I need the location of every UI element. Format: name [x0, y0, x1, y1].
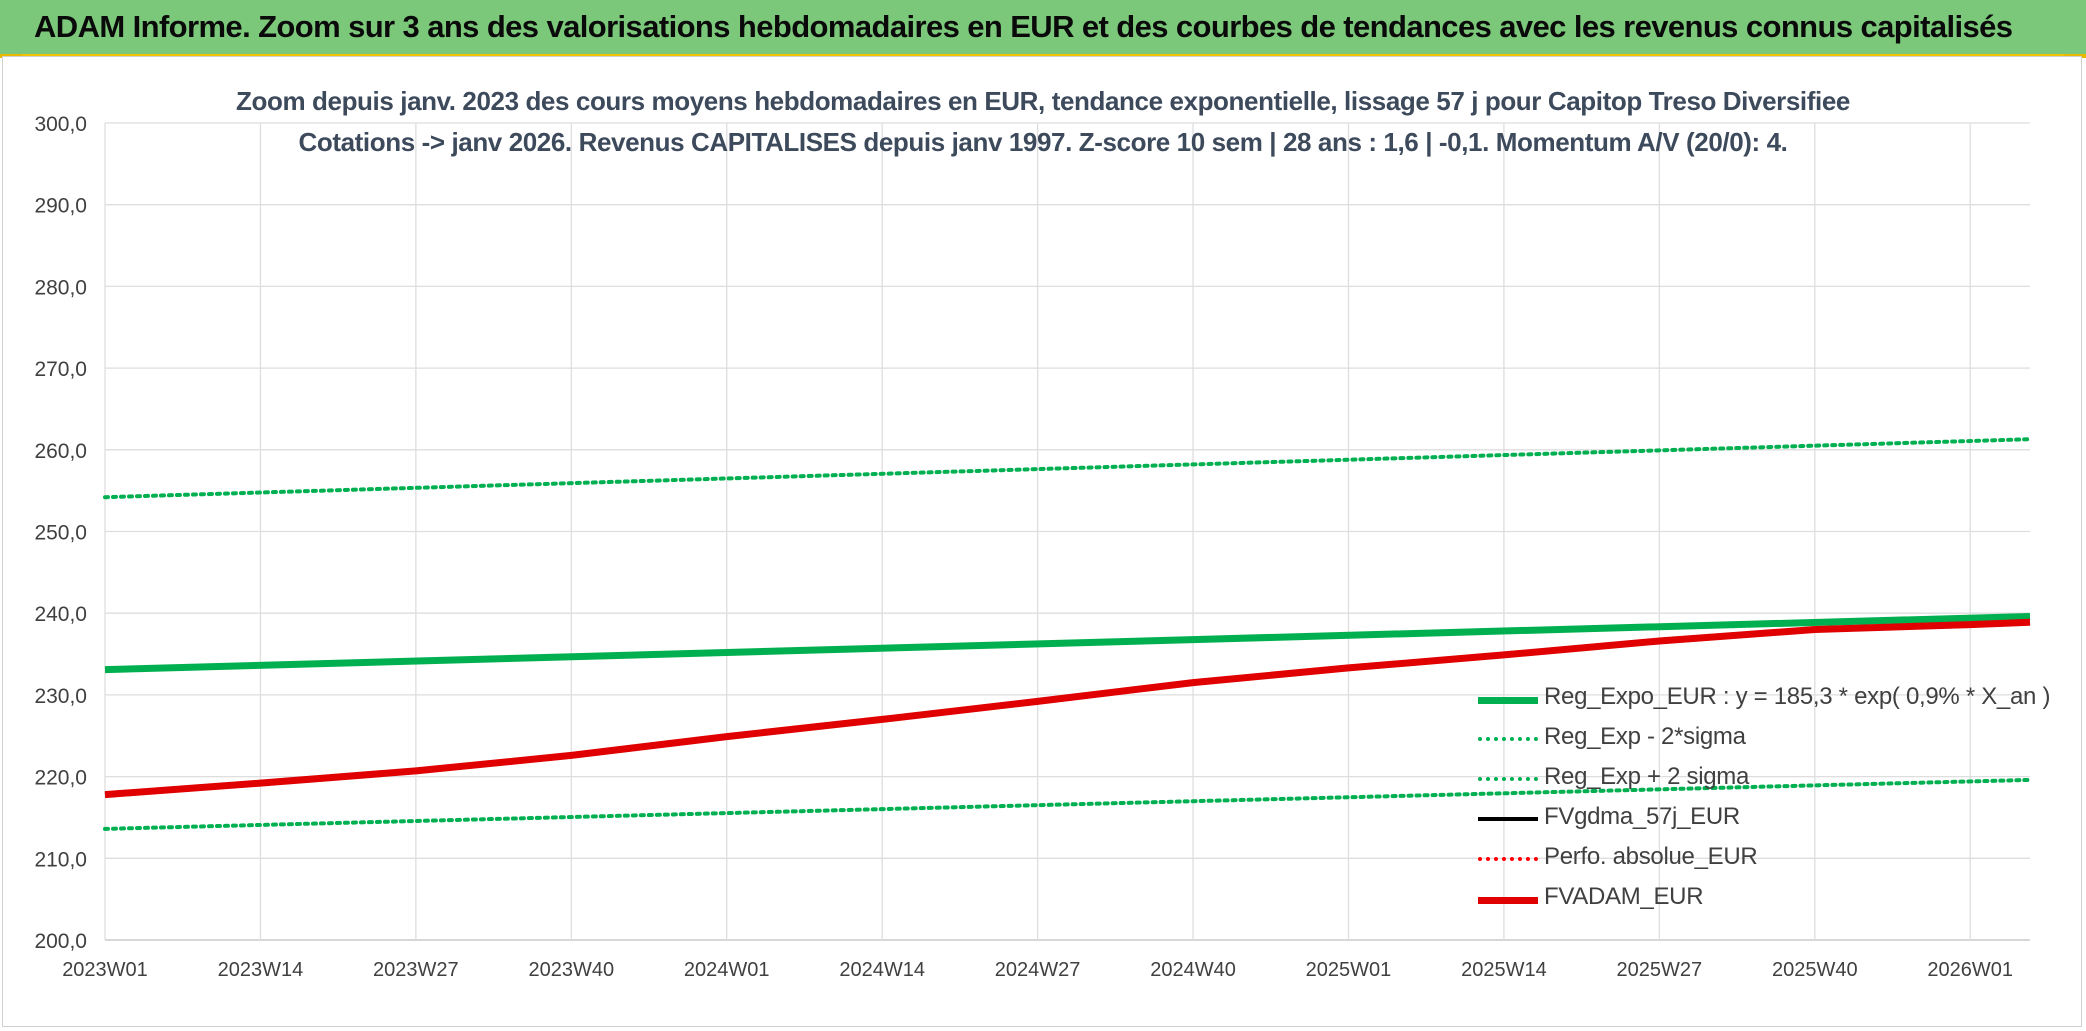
chart-frame — [2, 56, 2082, 1027]
chart-grid — [104, 122, 2030, 941]
legend-item: Reg_Exp + 2 sigma — [1478, 760, 2038, 800]
x-tick-label: 2023W14 — [218, 959, 304, 981]
y-tick-label: 230,0 — [34, 685, 87, 708]
x-tick-label: 2023W40 — [528, 959, 614, 981]
y-tick-label: 300,0 — [34, 113, 87, 136]
y-tick-label: 210,0 — [34, 848, 87, 871]
chart-legend: Reg_Expo_EUR : y = 185,3 * exp( 0,9% * X… — [1478, 680, 2050, 920]
y-axis-labels: 200,0 210,0 220,0 230,0 240,0 250,0 260,0 270,0… — [34, 113, 87, 953]
x-tick-label: 2026W01 — [1927, 959, 2013, 981]
y-tick-label: 220,0 — [34, 767, 87, 790]
x-tick-label: 2024W01 — [684, 959, 770, 981]
series-line-reg-exp-2-sigma — [103, 437, 2032, 500]
chart-subtitle: Cotations -> janv 2026. Revenus CAPITALI… — [298, 127, 1788, 157]
y-tick-label: 280,0 — [34, 276, 87, 299]
legend-item: Reg_Expo_EUR : y = 185,3 * exp( 0,9% * X… — [1478, 680, 2050, 720]
legend-item: Perfo. absolue_EUR — [1478, 840, 2038, 880]
y-tick-label: 290,0 — [34, 195, 87, 218]
x-tick-label: 2025W27 — [1617, 959, 1703, 981]
legend-label: Reg_Exp + 2 sigma — [1544, 763, 1750, 790]
legend-swatch — [1478, 857, 1538, 861]
x-tick-label: 2024W14 — [839, 959, 925, 981]
chart-title: Zoom depuis janv. 2023 des cours moyens … — [236, 86, 1850, 116]
legend-label: FVgdma_57j_EUR — [1544, 803, 1740, 830]
series-line-reg-expo-eur-y-185-3-exp-0-9-x-an — [104, 613, 2031, 674]
legend-swatch — [1478, 897, 1538, 904]
legend-swatch — [1478, 817, 1538, 821]
x-tick-label: 2023W01 — [62, 959, 148, 981]
y-tick-label: 250,0 — [34, 522, 87, 545]
chart-series — [103, 437, 2032, 831]
legend-label: Reg_Exp - 2*sigma — [1544, 723, 1746, 750]
x-tick-label: 2025W14 — [1461, 959, 1547, 981]
legend-item: Reg_Exp - 2*sigma — [1478, 720, 2038, 760]
series-line-reg-exp-2-sigma — [103, 777, 2032, 831]
x-tick-label: 2024W27 — [995, 959, 1081, 981]
y-tick-label: 240,0 — [34, 603, 87, 626]
y-tick-label: 270,0 — [34, 358, 87, 381]
x-tick-label: 2025W01 — [1306, 959, 1392, 981]
x-tick-label: 2025W40 — [1772, 959, 1858, 981]
report-banner: ADAM Informe. Zoom sur 3 ans des valoris… — [0, 0, 2086, 56]
y-tick-label: 260,0 — [34, 440, 87, 463]
legend-item: FVgdma_57j_EUR — [1478, 800, 2038, 840]
legend-item: FVADAM_EUR — [1478, 880, 2038, 920]
x-tick-label: 2023W27 — [373, 959, 459, 981]
x-axis-labels: 2023W01 2023W14 2023W27 2023W40 2024W01 2024W… — [62, 959, 2013, 981]
legend-label: Perfo. absolue_EUR — [1544, 843, 1758, 870]
legend-label: FVADAM_EUR — [1544, 883, 1704, 910]
x-tick-label: 2024W40 — [1150, 959, 1236, 981]
legend-swatch — [1478, 777, 1538, 781]
legend-swatch — [1478, 737, 1538, 741]
y-tick-label: 200,0 — [34, 930, 87, 953]
report-title: ADAM Informe. Zoom sur 3 ans des valoris… — [34, 9, 2013, 44]
legend-label: Reg_Expo_EUR : y = 185,3 * exp( 0,9% * X… — [1544, 683, 2051, 710]
legend-swatch — [1478, 697, 1538, 704]
series-line-fvadam-eur — [104, 618, 2031, 799]
